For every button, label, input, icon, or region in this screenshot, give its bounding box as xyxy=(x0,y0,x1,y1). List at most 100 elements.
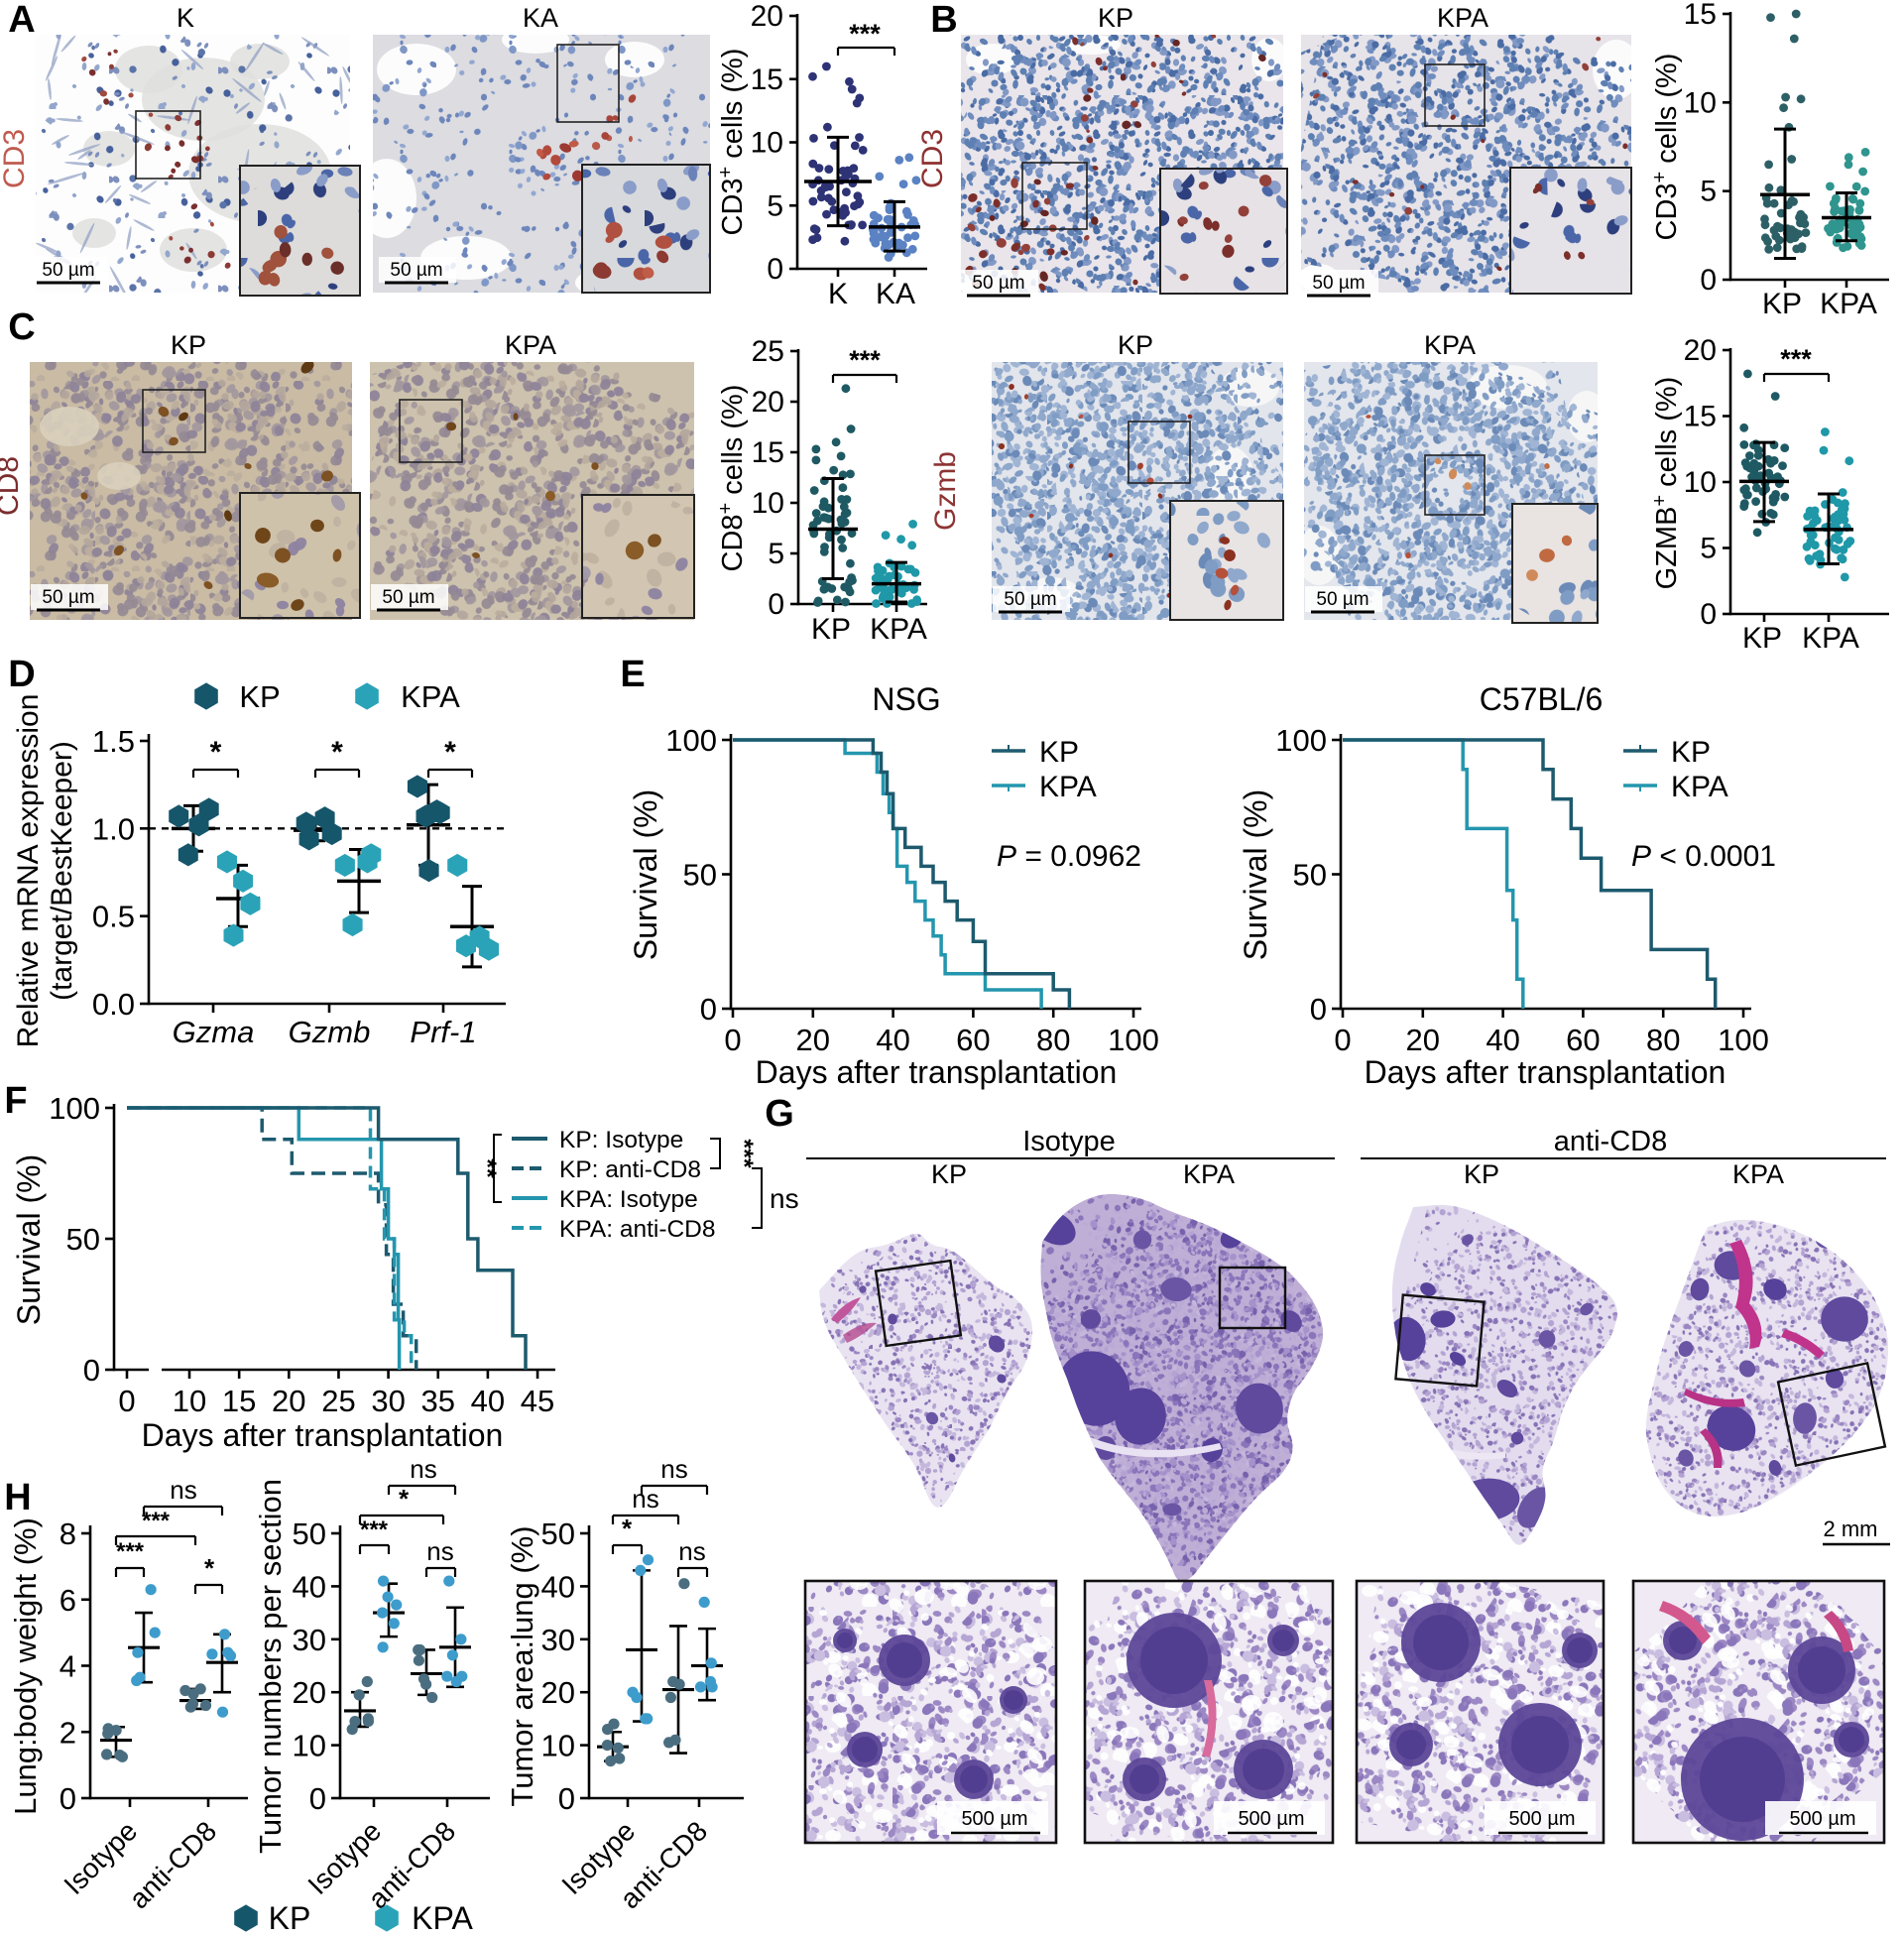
svg-text:KPA: Isotype: KPA: Isotype xyxy=(559,1186,698,1213)
svg-text:***: *** xyxy=(849,19,881,49)
svg-text:40: 40 xyxy=(1486,1023,1519,1057)
svg-text:0: 0 xyxy=(118,1384,135,1418)
svg-text:0.5: 0.5 xyxy=(92,900,135,934)
svg-text:Days after transplantation: Days after transplantation xyxy=(142,1417,504,1453)
svg-text:20: 20 xyxy=(1406,1023,1440,1057)
svg-text:0: 0 xyxy=(1334,1023,1351,1057)
svg-text:KA: KA xyxy=(523,3,558,33)
svg-text:KPA: KPA xyxy=(1039,771,1097,803)
svg-text:500 µm: 500 µm xyxy=(1238,1808,1304,1830)
svg-text:P = 0.0962: P = 0.0962 xyxy=(997,840,1141,873)
svg-text:40: 40 xyxy=(293,1569,326,1604)
svg-text:CD3+ cells (%): CD3+ cells (%) xyxy=(1649,54,1683,241)
svg-text:40: 40 xyxy=(541,1569,575,1604)
svg-text:KP: KP xyxy=(269,1900,311,1936)
svg-text:K: K xyxy=(177,3,194,33)
svg-text:*: * xyxy=(622,1514,633,1543)
svg-text:KP: KP xyxy=(1039,736,1079,769)
svg-text:***: *** xyxy=(142,1508,171,1534)
svg-text:0: 0 xyxy=(768,588,784,621)
svg-text:2 mm: 2 mm xyxy=(1824,1516,1878,1541)
svg-text:KP: KP xyxy=(1098,3,1133,33)
svg-text:0: 0 xyxy=(724,1023,741,1057)
svg-text:B: B xyxy=(930,0,957,41)
svg-text:***: *** xyxy=(116,1538,145,1565)
svg-text:KP: KP xyxy=(1118,330,1153,360)
svg-text:0: 0 xyxy=(558,1781,575,1816)
svg-text:Survival (%): Survival (%) xyxy=(628,789,663,960)
svg-text:20: 20 xyxy=(541,1675,575,1710)
svg-text:100: 100 xyxy=(49,1091,100,1126)
svg-text:anti-CD8: anti-CD8 xyxy=(1554,1126,1667,1157)
svg-text:0.0: 0.0 xyxy=(92,987,135,1022)
svg-text:10: 10 xyxy=(293,1729,326,1763)
svg-text:35: 35 xyxy=(421,1384,455,1418)
svg-text:KP: KP xyxy=(811,613,851,646)
svg-text:40: 40 xyxy=(471,1384,505,1418)
svg-text:50 µm: 50 µm xyxy=(1316,589,1368,610)
svg-text:30: 30 xyxy=(293,1623,326,1657)
svg-text:CD3: CD3 xyxy=(916,129,949,188)
svg-text:500 µm: 500 µm xyxy=(961,1808,1027,1830)
svg-text:20: 20 xyxy=(796,1023,830,1057)
svg-text:*: * xyxy=(331,736,343,769)
svg-text:*: * xyxy=(399,1484,410,1514)
svg-text:H: H xyxy=(4,1477,31,1518)
svg-text:0: 0 xyxy=(1700,598,1717,631)
svg-text:8: 8 xyxy=(60,1516,76,1551)
svg-text:20: 20 xyxy=(752,386,784,419)
svg-text:20: 20 xyxy=(1684,334,1717,367)
svg-text:100: 100 xyxy=(1275,723,1327,758)
svg-text:KP: Isotype: KP: Isotype xyxy=(559,1127,683,1153)
svg-text:KPA: KPA xyxy=(1183,1159,1235,1189)
svg-text:NSG: NSG xyxy=(872,681,940,717)
svg-text:CD3: CD3 xyxy=(0,129,31,188)
svg-text:2: 2 xyxy=(60,1715,76,1750)
svg-text:60: 60 xyxy=(956,1023,990,1057)
svg-text:10: 10 xyxy=(1684,86,1717,119)
svg-text:*: * xyxy=(210,736,222,769)
svg-text:0: 0 xyxy=(1310,992,1327,1027)
svg-text:50: 50 xyxy=(683,858,717,893)
svg-text:40: 40 xyxy=(876,1023,909,1057)
svg-text:KPA: KPA xyxy=(1437,3,1488,33)
svg-text:ns: ns xyxy=(770,1183,799,1214)
svg-text:20: 20 xyxy=(272,1384,305,1418)
svg-text:G: G xyxy=(765,1093,794,1135)
svg-text:Survival (%): Survival (%) xyxy=(11,1154,47,1325)
svg-text:100: 100 xyxy=(1718,1023,1769,1057)
svg-text:Prf-1: Prf-1 xyxy=(410,1015,476,1049)
svg-text:0: 0 xyxy=(309,1781,326,1816)
svg-text:80: 80 xyxy=(1036,1023,1070,1057)
svg-text:***: *** xyxy=(730,1139,758,1167)
svg-text:6: 6 xyxy=(60,1583,76,1618)
svg-text:0: 0 xyxy=(60,1781,76,1816)
svg-text:KPA: KPA xyxy=(870,613,927,646)
svg-text:15: 15 xyxy=(751,63,783,96)
svg-text:15: 15 xyxy=(752,436,784,469)
svg-text:KP: KP xyxy=(171,330,206,360)
svg-text:50 µm: 50 µm xyxy=(1004,589,1056,610)
svg-text:C: C xyxy=(8,306,35,348)
svg-text:KP: KP xyxy=(931,1159,967,1189)
svg-text:P < 0.0001: P < 0.0001 xyxy=(1631,840,1776,873)
svg-text:0: 0 xyxy=(767,253,783,286)
svg-text:CD3+ cells (%): CD3+ cells (%) xyxy=(715,49,749,236)
svg-text:A: A xyxy=(8,0,35,41)
svg-text:KP: KP xyxy=(1464,1159,1499,1189)
svg-text:KP: KP xyxy=(1762,288,1802,320)
svg-text:KP: anti-CD8: KP: anti-CD8 xyxy=(559,1156,701,1183)
svg-text:***: *** xyxy=(1780,344,1812,374)
svg-text:50 µm: 50 µm xyxy=(972,273,1024,294)
svg-text:20: 20 xyxy=(293,1675,326,1710)
svg-text:***: *** xyxy=(360,1516,389,1543)
svg-text:Gzmb: Gzmb xyxy=(929,451,962,531)
svg-text:500 µm: 500 µm xyxy=(1508,1808,1575,1830)
svg-text:50 µm: 50 µm xyxy=(1312,273,1365,294)
svg-text:ns: ns xyxy=(170,1475,196,1505)
svg-text:KPA: KPA xyxy=(505,330,556,360)
svg-text:60: 60 xyxy=(1566,1023,1600,1057)
svg-text:50 µm: 50 µm xyxy=(42,260,94,281)
svg-text:80: 80 xyxy=(1646,1023,1680,1057)
svg-text:Days after transplantation: Days after transplantation xyxy=(756,1054,1118,1090)
